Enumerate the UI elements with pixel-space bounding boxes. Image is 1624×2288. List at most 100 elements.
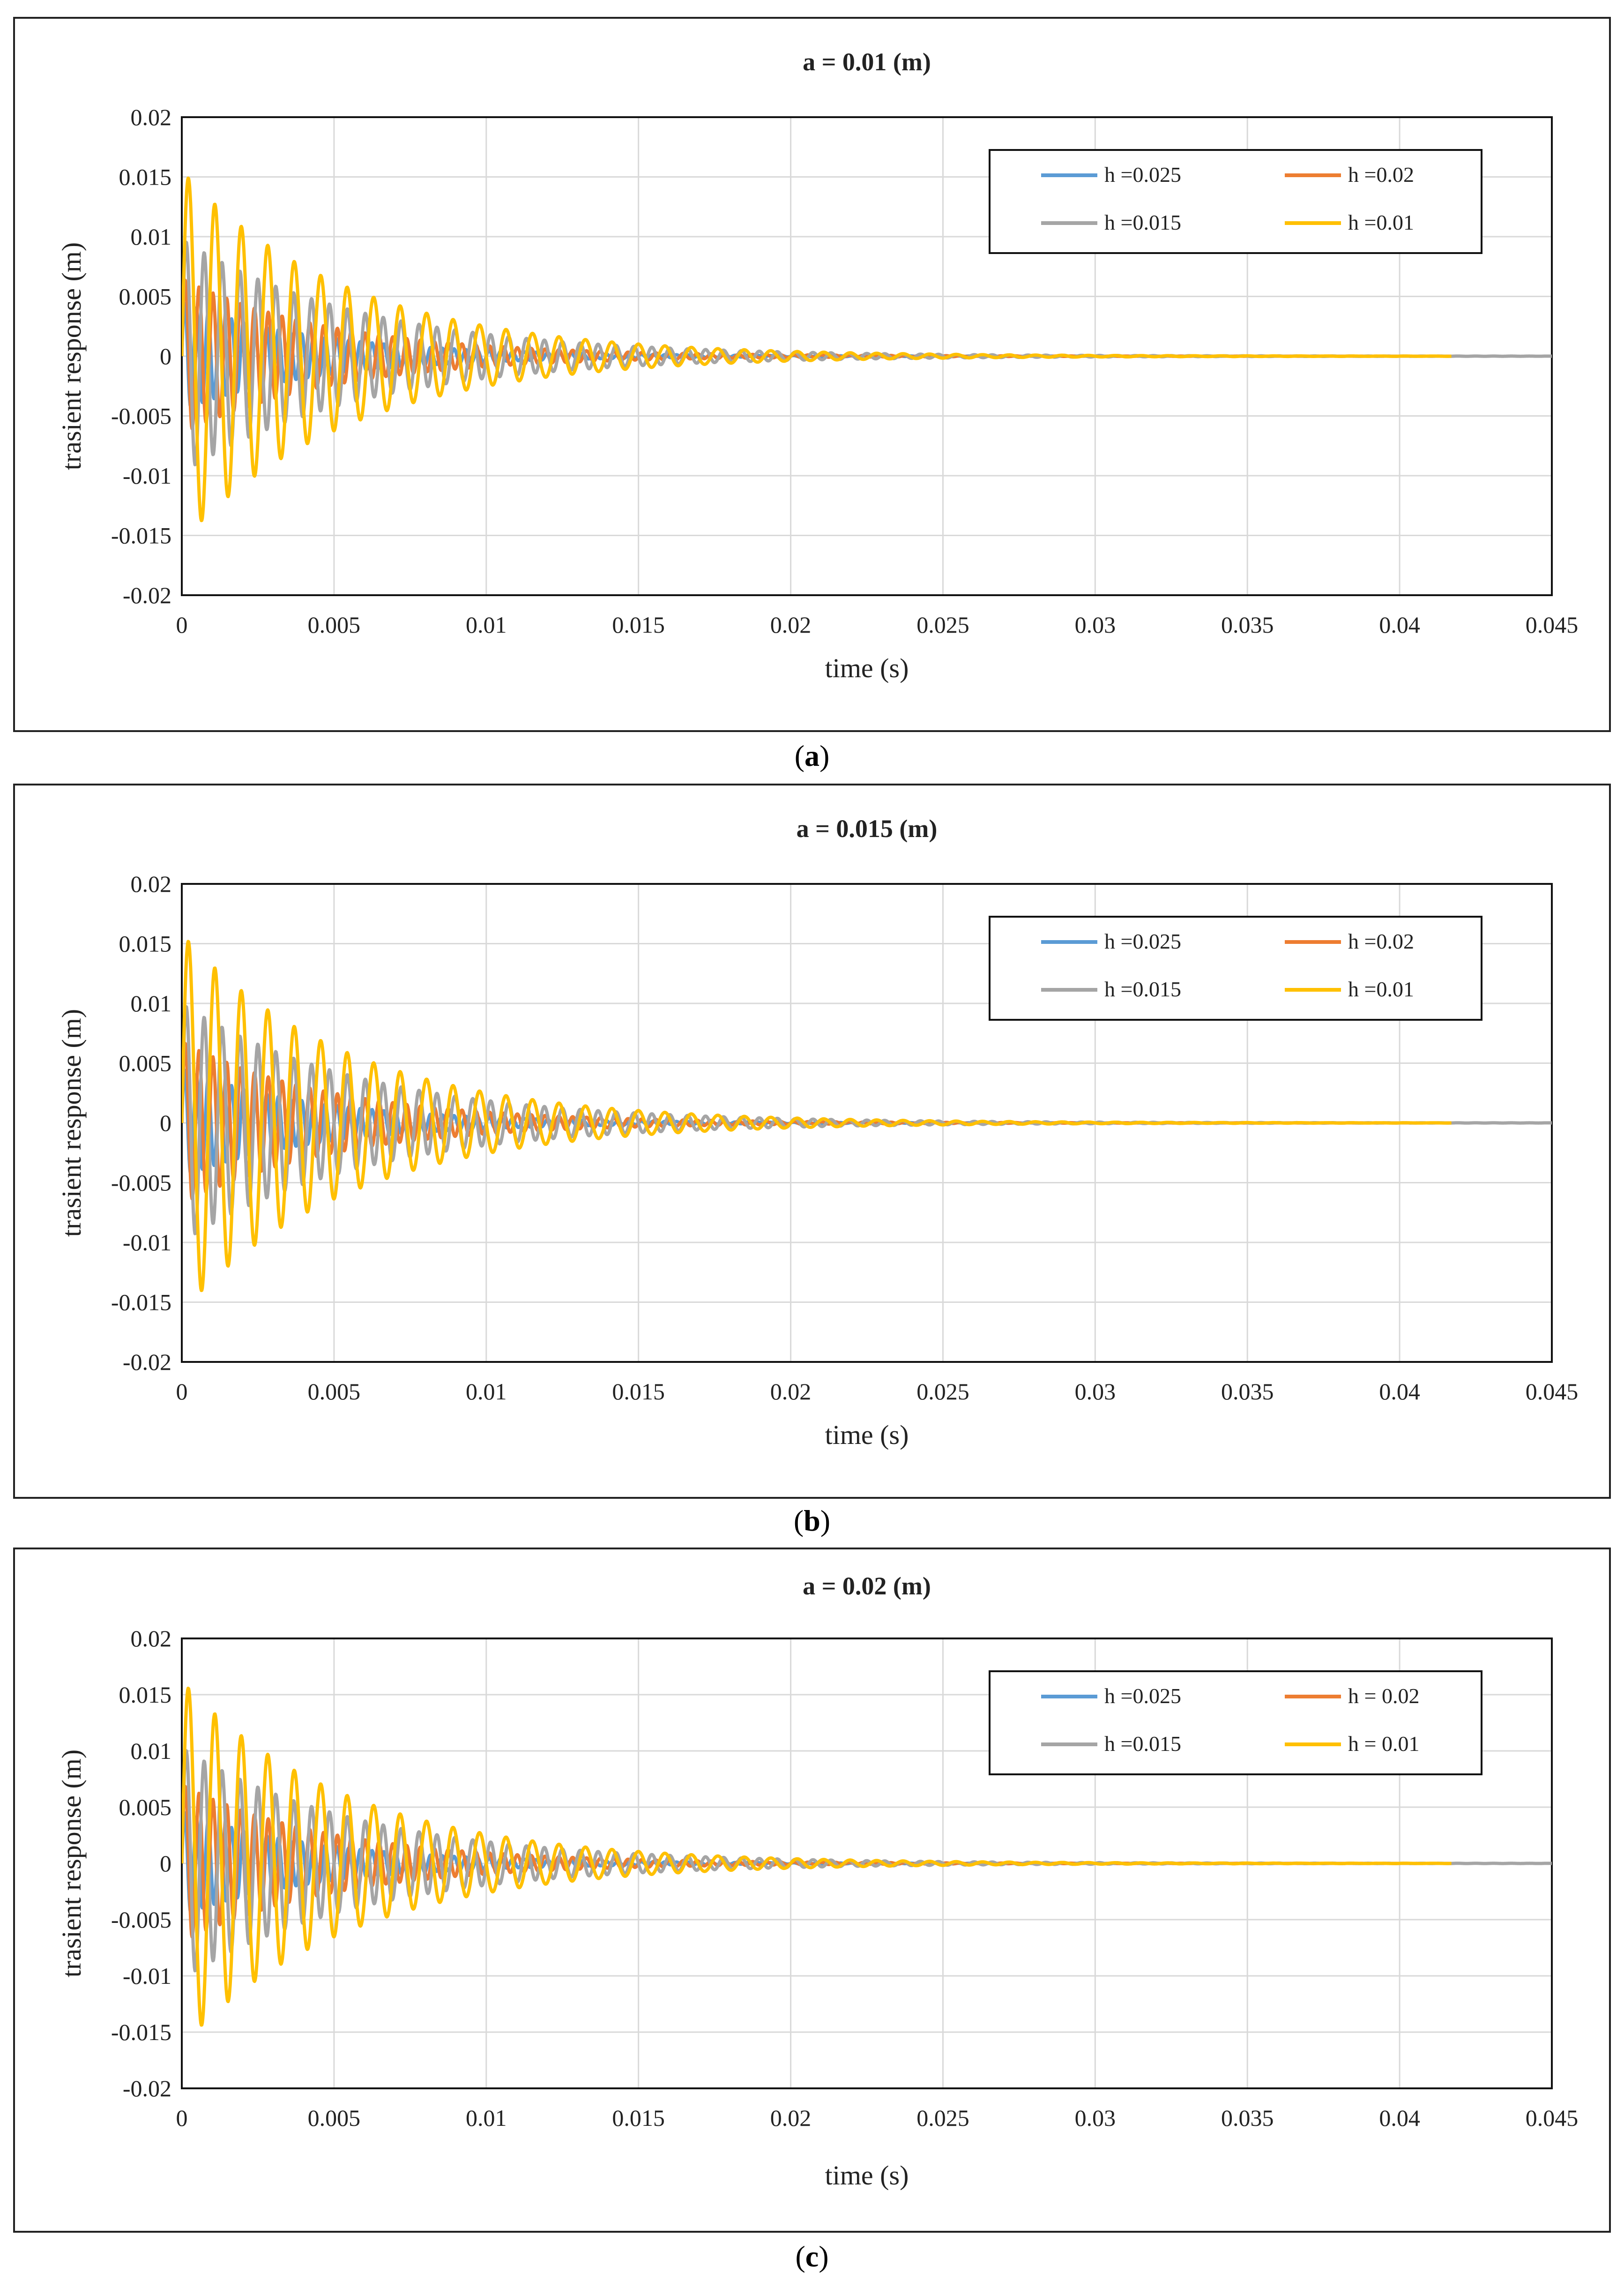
legend-box [989,149,1482,254]
panel-b-frame: a = 0.015 (m) 0 0.005 0.01 0.015 0.02 0.025 0.0… [13,784,1611,1499]
x-tick-label: 0.025 [916,2105,969,2131]
panel-a-caption: (a) [794,739,830,772]
y-tick-label: -0.015 [111,1289,171,1316]
chart-title: a = 0.015 (m) [797,815,938,843]
x-tick-label: 0.01 [466,2105,507,2131]
legend-label: h = 0.02 [1348,1684,1419,1708]
y-axis-label: trasient response (m) [56,1009,87,1237]
y-axis-label: trasient response (m) [56,242,87,470]
x-tick-label: 0.02 [770,1378,812,1405]
x-tick-label: 0.04 [1379,612,1420,638]
y-tick-label: -0.01 [123,1229,171,1256]
y-tick-label: -0.02 [123,1349,171,1375]
y-tick-label: -0.01 [123,1963,171,1989]
x-tick-label: 0 [176,612,188,638]
legend-label: h =0.015 [1104,1732,1181,1756]
x-tick-label: 0.005 [308,1378,361,1405]
legend-box [989,916,1482,1021]
panel-c-frame: a = 0.02 (m) 0 0.005 0.01 0.015 0.02 0.025 0.03… [13,1548,1611,2233]
chart-panel-c: a = 0.02 (m) 0 0.005 0.01 0.015 0.02 0.025 0.03… [56,1572,1579,2191]
chart-title: a = 0.01 (m) [803,48,931,76]
x-tick-label: 0.005 [308,612,361,638]
panel-b-caption: (b) [793,1504,831,1537]
y-tick-label: -0.015 [111,2019,171,2045]
legend-label: h =0.015 [1104,210,1181,234]
y-tick-label: -0.02 [123,2075,171,2101]
legend-label: h =0.02 [1348,163,1414,187]
series-group [182,940,1552,1292]
y-tick-label: 0.02 [131,1625,172,1652]
x-tick-label: 0.03 [1075,612,1116,638]
x-tick-label: 0.015 [612,1378,665,1405]
x-tick-label: 0 [176,2105,188,2131]
x-tick-label: 0 [176,1378,188,1405]
x-tick-label: 0.02 [770,612,812,638]
y-tick-label: 0.01 [131,1738,172,1764]
series-line-h0.015 [182,240,1552,467]
y-tick-label: -0.015 [111,523,171,549]
y-tick-label: 0 [160,1850,171,1877]
chart-title: a = 0.02 (m) [803,1572,931,1600]
y-tick-label: 0.015 [119,931,172,957]
series-line-h0.01 [182,1686,1453,2027]
x-tick-label: 0.04 [1379,1378,1420,1405]
legend-label: h =0.01 [1348,210,1414,234]
y-tick-label: 0 [160,343,171,369]
y-tick-label: -0.005 [111,1170,171,1196]
panel-a-label: a [805,739,819,772]
series-line-h0.015 [182,1749,1552,1973]
x-tick-label: 0.01 [466,1378,507,1405]
y-tick-label: 0.005 [119,1794,172,1820]
x-axis-label: time (s) [825,2160,909,2191]
series-line-h0.015 [182,1005,1552,1235]
y-tick-label: -0.01 [123,463,171,489]
legend-box [989,1670,1482,1775]
legend-label: h =0.025 [1104,1684,1181,1708]
x-tick-label: 0.015 [612,2105,665,2131]
series-group [182,176,1552,523]
panel-b-label: b [804,1504,820,1537]
x-tick-label: 0.025 [916,1378,969,1405]
y-tick-label: 0.02 [131,871,172,897]
panel-c-label: c [805,2240,819,2273]
x-tick-label: 0.045 [1526,612,1579,638]
chart-panel-b: a = 0.015 (m) 0 0.005 0.01 0.015 0.02 0.025 0.0… [56,815,1579,1450]
y-tick-label: 0.005 [119,284,172,310]
x-tick-label: 0.005 [308,2105,361,2131]
x-axis-label: time (s) [825,1420,909,1450]
y-tick-label: -0.005 [111,403,171,429]
x-tick-label: 0.04 [1379,2105,1420,2131]
x-tick-label: 0.035 [1221,1378,1274,1405]
x-tick-label: 0.03 [1075,1378,1116,1405]
y-tick-label: 0.015 [119,1682,172,1708]
legend-label: h =0.01 [1348,977,1414,1001]
chart-panel-a: a = 0.01 (m) 0 0.005 0.01 0.015 0.02 0.025 0.03… [56,48,1579,683]
x-axis-label: time (s) [825,653,909,683]
x-tick-label: 0.01 [466,612,507,638]
y-tick-label: -0.005 [111,1907,171,1933]
x-tick-label: 0.025 [916,612,969,638]
legend-label: h =0.025 [1104,929,1181,953]
x-tick-label: 0.015 [612,612,665,638]
y-tick-label: -0.02 [123,582,171,608]
legend-label: h =0.015 [1104,977,1181,1001]
y-axis-label: trasient response (m) [56,1750,87,1977]
series-group [182,1686,1552,2027]
panel-c-caption: (c) [795,2240,829,2273]
series-line-h0.01 [182,940,1453,1292]
y-tick-label: 0.01 [131,990,172,1017]
legend-label: h = 0.01 [1348,1732,1419,1756]
x-tick-label: 0.03 [1075,2105,1116,2131]
legend-label: h =0.025 [1104,163,1181,187]
series-line-h0.01 [182,176,1453,523]
y-tick-label: 0.005 [119,1050,172,1077]
x-tick-label: 0.035 [1221,2105,1274,2131]
x-tick-label: 0.035 [1221,612,1274,638]
x-tick-label: 0.045 [1526,1378,1579,1405]
x-tick-label: 0.045 [1526,2105,1579,2131]
panel-a-frame: a = 0.01 (m) 0 0.005 0.01 0.015 0.02 0.025 0.03… [13,17,1611,732]
y-tick-label: 0.02 [131,104,172,130]
legend-label: h =0.02 [1348,929,1414,953]
y-tick-label: 0 [160,1110,171,1136]
x-tick-label: 0.02 [770,2105,812,2131]
